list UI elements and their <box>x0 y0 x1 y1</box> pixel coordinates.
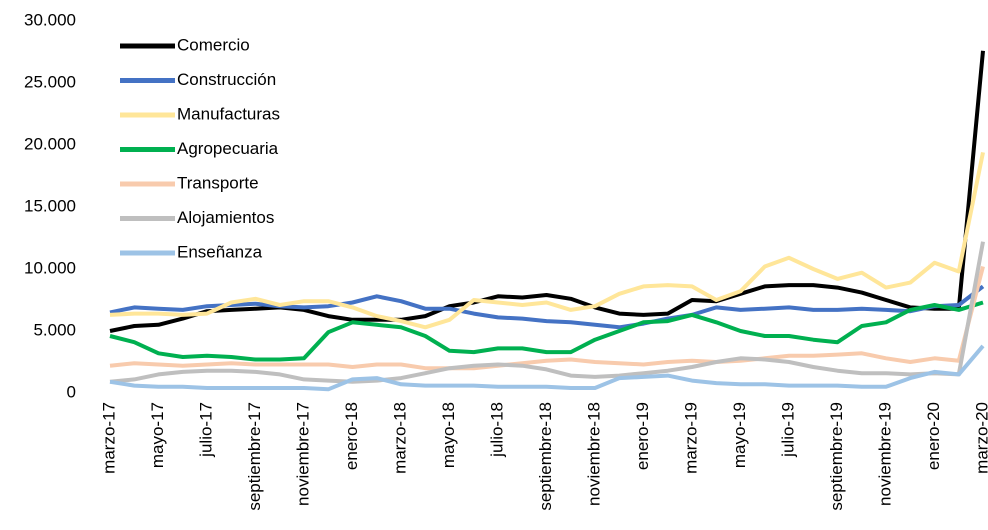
x-tick-label: marzo-18 <box>390 402 409 474</box>
legend-label: Construcción <box>177 70 276 89</box>
y-tick-label: 30.000 <box>24 10 76 29</box>
series-line <box>109 266 985 371</box>
series-line <box>109 241 985 384</box>
x-tick-label: mayo-17 <box>148 402 167 468</box>
x-tick-label: noviembre-18 <box>584 402 603 506</box>
x-tick-label: septiembre-19 <box>827 402 846 511</box>
x-tick-label: marzo-19 <box>681 402 700 474</box>
x-tick-label: mayo-19 <box>730 402 749 468</box>
y-tick-label: 5.000 <box>33 320 76 339</box>
x-tick-label: enero-20 <box>924 402 943 470</box>
legend-label: Agropecuaria <box>177 139 279 158</box>
series-line <box>109 50 985 333</box>
x-tick-label: marzo-20 <box>972 402 988 474</box>
x-tick-label: julio-17 <box>196 402 215 458</box>
y-tick-label: 15.000 <box>24 196 76 215</box>
legend-label: Comercio <box>177 35 250 54</box>
series-line <box>109 344 985 392</box>
series-line <box>109 300 984 362</box>
legend-label: Manufacturas <box>177 104 280 123</box>
series-line <box>109 284 985 330</box>
x-tick-label: septiembre-17 <box>245 402 264 511</box>
x-tick-label: julio-19 <box>778 402 797 458</box>
series-line <box>109 152 985 330</box>
x-tick-label: enero-19 <box>633 402 652 470</box>
legend-label: Alojamientos <box>177 208 274 227</box>
x-tick-label: noviembre-19 <box>875 402 894 506</box>
x-tick-label: mayo-18 <box>439 402 458 468</box>
x-tick-label: julio-18 <box>487 402 506 458</box>
y-tick-label: 0 <box>67 382 76 401</box>
x-tick-label: noviembre-17 <box>293 402 312 506</box>
legend-label: Transporte <box>177 173 259 192</box>
x-tick-label: marzo-17 <box>99 402 118 474</box>
x-tick-label: enero-18 <box>342 402 361 470</box>
y-tick-label: 25.000 <box>24 72 76 91</box>
y-tick-label: 10.000 <box>24 258 76 277</box>
legend-label: Enseñanza <box>177 242 263 261</box>
y-tick-label: 20.000 <box>24 134 76 153</box>
x-tick-label: septiembre-18 <box>536 402 555 511</box>
